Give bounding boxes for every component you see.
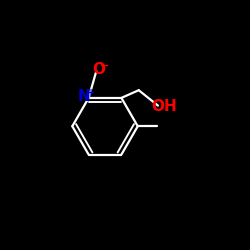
Text: N: N [78,90,90,104]
Text: +: + [87,88,95,98]
Text: OH: OH [151,99,176,114]
Text: −: − [100,60,109,70]
Text: O: O [92,62,105,77]
